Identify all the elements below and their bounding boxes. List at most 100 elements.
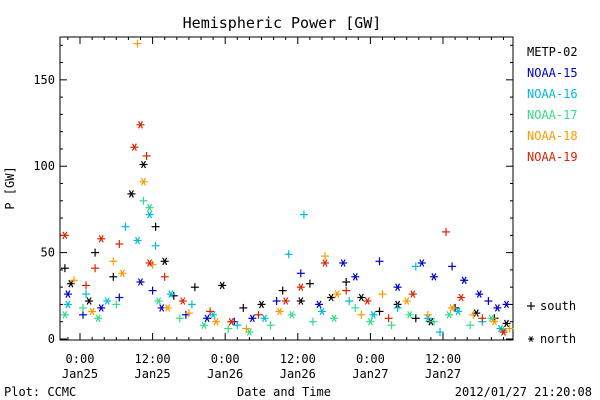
marker-legend: south north [527,299,576,346]
north-point [499,328,508,336]
series-noaa-19 [60,121,508,336]
north-point [448,304,457,312]
y-tick-label: 0 [48,332,55,346]
north-point [502,319,511,328]
south-point [321,252,329,261]
north-point [296,283,305,291]
south-point [284,250,293,259]
north-point [103,297,112,305]
south-point [384,314,393,323]
south-point [266,321,275,330]
north-point [145,210,154,219]
north-point [490,317,499,326]
north-point [63,300,72,309]
south-point [278,286,287,295]
south-point [411,314,420,323]
north-point [88,307,97,316]
north-point [502,300,511,309]
south-point [393,303,402,312]
north-point [460,276,469,285]
north-point [321,259,329,267]
north-point [227,317,236,326]
south-point [109,272,118,281]
north-point [160,257,169,266]
north-point [85,297,94,305]
south-point [115,240,124,248]
north-point [493,304,502,312]
south-point [133,39,142,48]
north-point [405,311,414,319]
north-point [94,314,103,323]
north-point [133,236,142,245]
north-point [63,290,72,298]
north-point [60,231,69,240]
north-point [366,317,375,326]
south-point [505,324,514,333]
legend: METP-02 NOAA-15 NOAA-16 NOAA-17 NOAA-18 NOAA-… [527,45,578,164]
series-noaa-16 [63,210,505,337]
north-point [218,281,227,290]
x-tick-date-label: Jan25 [135,367,171,381]
legend-item-noaa-16: NOAA-16 [527,87,578,101]
north-point [127,190,136,198]
x-tick-date-label: Jan26 [207,367,243,381]
north-point [97,235,106,243]
south-point [299,210,308,219]
series-noaa-18 [70,39,514,333]
south-point [378,290,387,299]
north-point [60,311,69,319]
north-point [357,293,366,302]
south-point [429,317,438,326]
south-point [375,307,384,316]
north-point [203,314,212,323]
plot-source: Plot: CCMC [4,385,76,399]
north-point [351,273,360,281]
x-tick-date-label: Jan27 [352,367,388,381]
north-point [275,307,284,316]
y-axis-label: P [GW] [3,166,17,209]
x-tick-date-label: Jan26 [280,367,316,381]
south-point [466,321,475,330]
south-point [151,222,160,231]
y-tick-label: 50 [41,246,55,260]
north-point [178,297,187,305]
south-point [233,321,242,330]
x-tick-time-label: 12:00 [425,352,461,366]
north-point [408,290,417,298]
south-label: south [540,299,576,313]
north-point [118,269,127,278]
south-point [351,303,360,312]
north-point [145,203,154,212]
x-tick-time-label: 0:00 [211,352,240,366]
south-point [342,278,351,286]
north-point [330,314,339,323]
south-point [79,303,87,312]
x-tick-time-label: 0:00 [66,352,95,366]
south-point [109,257,118,266]
north-point [429,273,438,281]
north-marker-sample [528,336,534,342]
north-point [402,297,411,305]
north-point [363,297,372,305]
south-point [411,262,420,271]
north-point [136,278,145,286]
south-marker-sample [527,302,535,310]
south-point [308,317,317,326]
north-point [393,283,402,291]
south-point [296,269,305,278]
north-point [260,314,269,323]
north-label: north [540,332,576,346]
south-point [151,241,160,250]
x-tick-time-label: 0:00 [356,352,385,366]
legend-item-noaa-19: NOAA-19 [527,150,578,164]
south-point [184,309,193,318]
x-axis-label: Date and Time [237,385,331,399]
series-noaa-15 [63,257,511,326]
north-point [257,300,266,309]
plot-area-frame [59,36,514,341]
south-point [242,324,251,333]
south-point [272,297,281,305]
north-point [139,178,148,186]
data-points [60,39,514,337]
